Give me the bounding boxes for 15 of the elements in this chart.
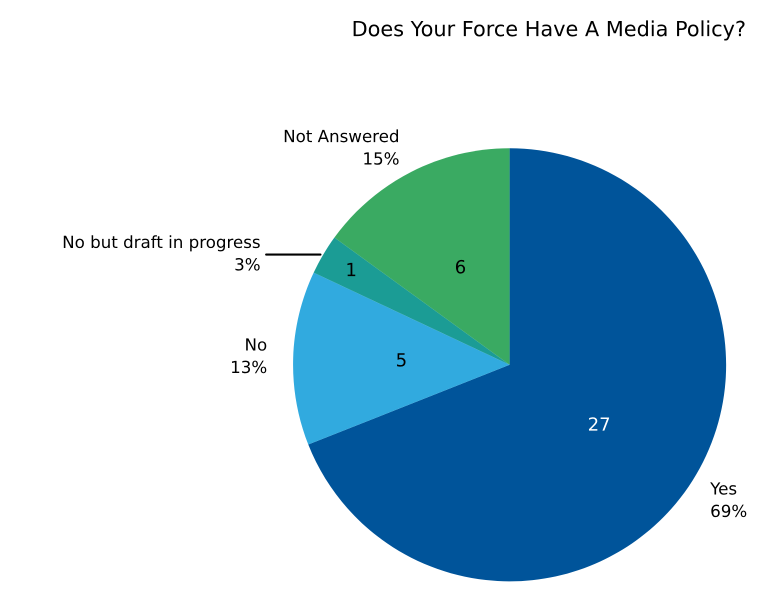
slice-label: No but draft in progress xyxy=(64,235,260,252)
data-label: 3% xyxy=(235,258,260,271)
slice-label: Yes xyxy=(710,482,736,495)
pie-slice xyxy=(334,148,510,365)
slice-label: No xyxy=(246,338,266,351)
data-label: 69% xyxy=(711,504,746,518)
slice-label: Not Answered xyxy=(284,129,398,142)
pie-slice xyxy=(314,238,510,365)
text: 5 xyxy=(397,353,406,367)
text: 27 xyxy=(588,417,610,431)
chart-title: Does Your Force Have A Media Policy? xyxy=(354,20,745,40)
text: 1 xyxy=(347,262,356,276)
data-label: 13% xyxy=(232,360,266,374)
data-label: 15% xyxy=(364,152,399,165)
text: 6 xyxy=(456,260,466,274)
